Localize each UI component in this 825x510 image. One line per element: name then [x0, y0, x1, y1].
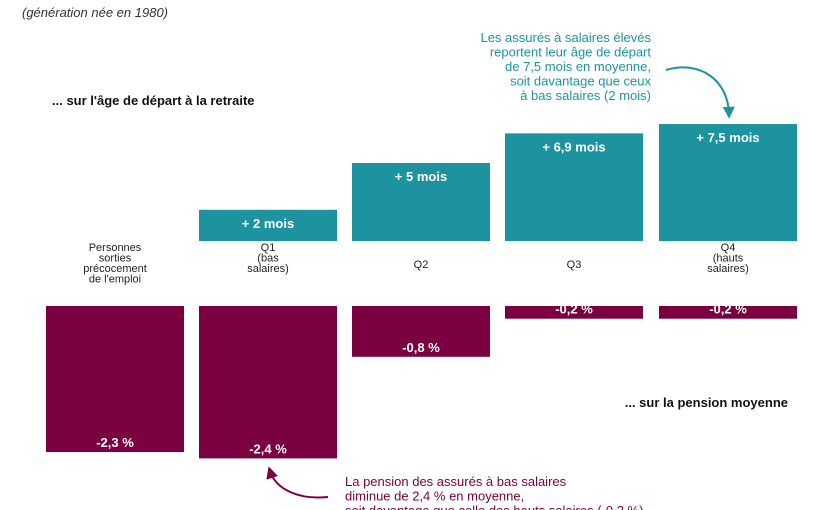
category-label-0-3: de l'emploi: [89, 274, 141, 286]
category-label-2-0: Q2: [414, 259, 429, 271]
annotation-arrow-q4: [665, 66, 735, 119]
chart-subtitle: (génération née en 1980): [22, 5, 168, 20]
bar-age-4: [659, 124, 797, 241]
annotation-q1-line-0: La pension des assurés à bas salaires: [345, 474, 567, 489]
bar-label-pension-0: -2,3 %: [96, 435, 134, 450]
bar-pension-2: [352, 306, 490, 357]
bars-pension: -2,3 % -2,4 % -0,8 % -0,2 % -0,2 %: [46, 302, 797, 459]
annotation-q4-line-4: à bas salaires (2 mois): [520, 88, 651, 103]
category-label-4-2: salaires): [707, 263, 749, 275]
category-label-4-1: (hauts: [713, 253, 744, 265]
bar-label-pension-1: -2,4 %: [249, 441, 287, 456]
annotation-arrow-q1: [266, 466, 329, 499]
bar-label-pension-4: -0,2 %: [709, 302, 747, 317]
bar-pension-4: [659, 306, 797, 319]
annotation-q4-line-2: de 7,5 mois en moyenne,: [505, 59, 651, 74]
category-label-4-0: Q4: [721, 242, 736, 254]
bar-label-age-2: + 5 mois: [395, 169, 447, 184]
category-label-1-0: Q1: [261, 242, 276, 254]
bar-pension-1: [199, 306, 337, 459]
category-label-0-1: sorties: [99, 253, 132, 265]
bar-pension-3: [505, 306, 643, 319]
category-label-0-2: précocement: [83, 263, 147, 275]
series-heading-pension: ... sur la pension moyenne: [625, 395, 788, 410]
annotation-q4-line-0: Les assurés à salaires élevés: [480, 30, 651, 45]
bar-label-age-1: + 2 mois: [242, 216, 294, 231]
annotation-q1: La pension des assurés à bas salairesdim…: [345, 474, 643, 510]
annotation-q1-line-1: diminue de 2,4 % en moyenne,: [345, 489, 524, 504]
annotation-q1-line-2: soit davantage que celle des hauts salai…: [345, 503, 643, 510]
bar-label-pension-3: -0,2 %: [555, 302, 593, 317]
bar-age-1: [199, 209, 337, 241]
bar-label-pension-2: -0,8 %: [402, 340, 440, 355]
bar-label-age-3: + 6,9 mois: [542, 139, 605, 154]
category-label-0-0: Personnes: [89, 242, 142, 254]
bar-pension-0: [46, 306, 184, 453]
category-label-3-0: Q3: [567, 259, 582, 271]
category-label-1-1: (bas: [257, 253, 279, 265]
bars-age: + 2 mois + 5 mois + 6,9 mois + 7,5 mois: [199, 124, 797, 241]
bar-age-2: [352, 163, 490, 241]
series-heading-age: ... sur l'âge de départ à la retraite: [52, 93, 255, 108]
category-label-1-2: salaires): [247, 263, 289, 275]
annotation-q4-line-3: soit davantage que ceux: [510, 74, 651, 89]
bar-label-age-4: + 7,5 mois: [696, 130, 759, 145]
annotation-q4-line-1: reportent leur âge de départ: [490, 45, 652, 60]
bar-age-3: [505, 133, 643, 241]
